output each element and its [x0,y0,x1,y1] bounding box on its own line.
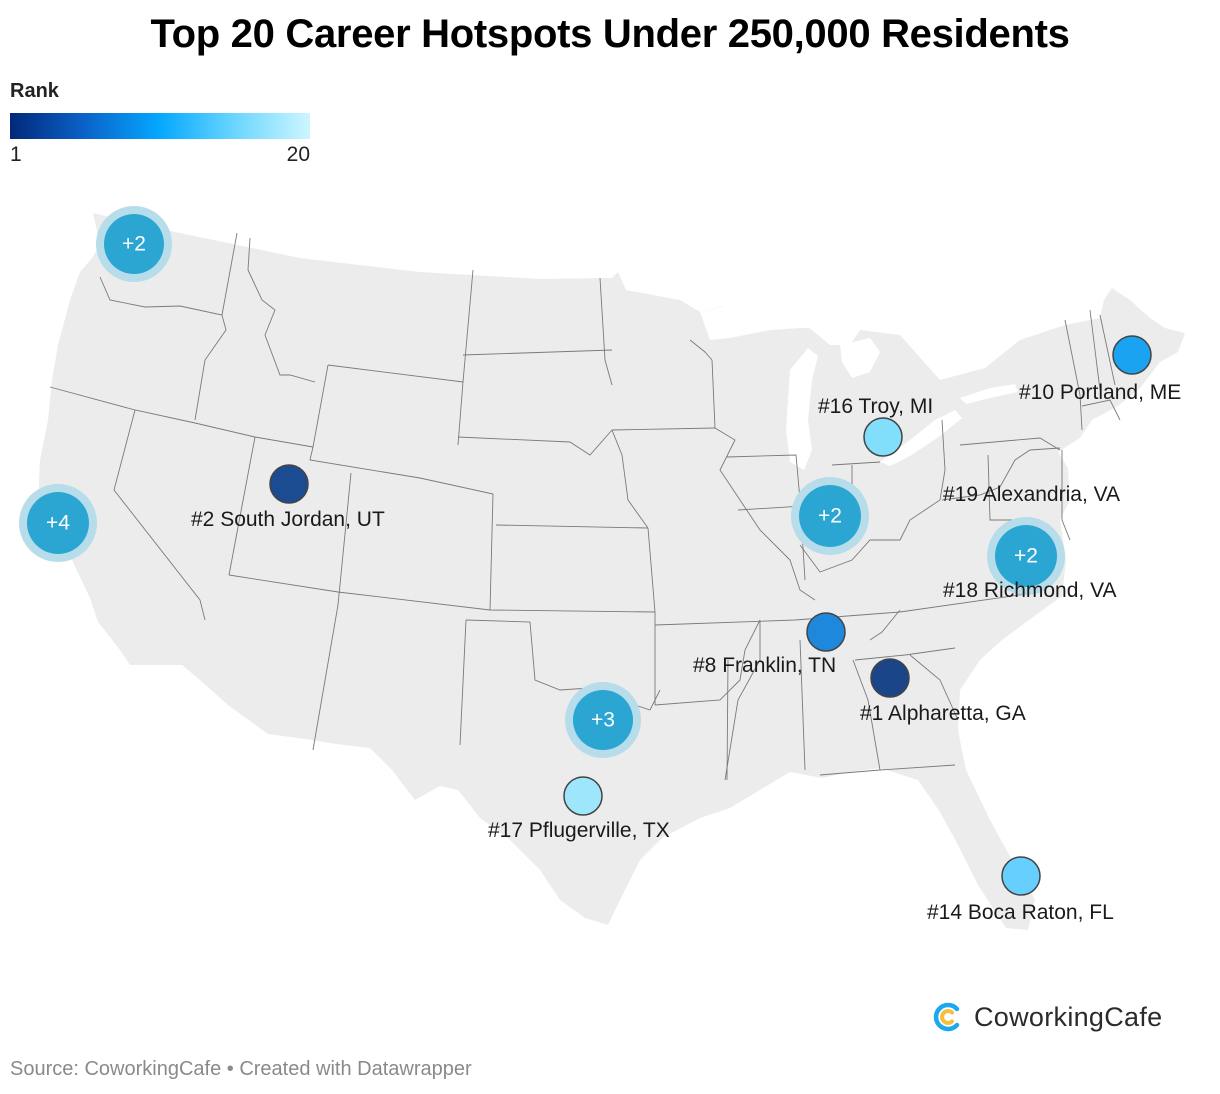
cluster-core [995,525,1057,587]
cluster-core [27,492,89,554]
page-title: Top 20 Career Hotspots Under 250,000 Res… [150,12,1070,56]
city-label: #10 Portland, ME [1019,381,1181,404]
city-marker[interactable] [863,417,903,457]
legend-ticks: 1 20 [10,139,310,166]
city-label: #16 Troy, MI [818,395,933,418]
legend-max-label: 20 [286,143,310,166]
lake-michigan [786,348,818,470]
lake-ontario [960,384,1018,404]
lake-huron [840,338,880,378]
lake-superior [700,300,850,340]
cluster-count: +2 [1014,545,1038,568]
cluster-count: +2 [818,505,842,528]
city-marker[interactable] [1001,856,1041,896]
rank-legend: Rank 1 20 [10,80,310,166]
marker-layer [269,335,1152,896]
city-label: #8 Franklin, TN [693,654,836,677]
coworkingcafe-logo-icon [933,1002,960,1032]
cluster-count: +2 [122,233,146,256]
source-footer: Source: CoworkingCafe • Created with Dat… [10,1058,472,1080]
city-marker[interactable] [870,658,910,698]
city-label: #19 Alexandria, VA [943,483,1120,506]
state-borders [49,232,1121,781]
cluster-layer: +2 +4 +2 +2 +3 [19,206,1065,758]
cluster-core [573,690,633,750]
city-label: #1 Alpharetta, GA [860,702,1026,725]
city-marker[interactable] [563,776,603,816]
brand-name: CoworkingCafe [974,1001,1163,1032]
cluster-marker[interactable]: +2 [987,517,1065,595]
cluster-count: +4 [46,512,70,535]
cluster-core [104,214,164,274]
cluster-count: +3 [591,709,615,732]
cluster-marker[interactable]: +4 [19,484,97,562]
legend-color-scale [10,113,310,139]
city-label: #14 Boca Raton, FL [927,901,1114,924]
city-label: #17 Pflugerville, TX [488,819,670,842]
label-layer: #1 Alpharetta, GA #2 South Jordan, UT #8 F… [191,381,1181,924]
city-marker[interactable] [269,464,309,504]
city-marker[interactable] [806,612,846,652]
legend-title: Rank [10,80,59,102]
city-label: #2 South Jordan, UT [191,508,385,531]
city-label: #18 Richmond, VA [943,579,1117,602]
cluster-marker[interactable]: +2 [791,477,869,555]
cluster-marker[interactable]: +2 [96,206,172,282]
city-marker[interactable] [1112,335,1152,375]
lake-erie [880,410,962,466]
brand-logo: CoworkingCafe [930,1000,1162,1034]
cluster-marker[interactable]: +3 [565,682,641,758]
us-landmass [38,213,1185,930]
cluster-core [799,485,861,547]
legend-min-label: 1 [10,143,22,166]
